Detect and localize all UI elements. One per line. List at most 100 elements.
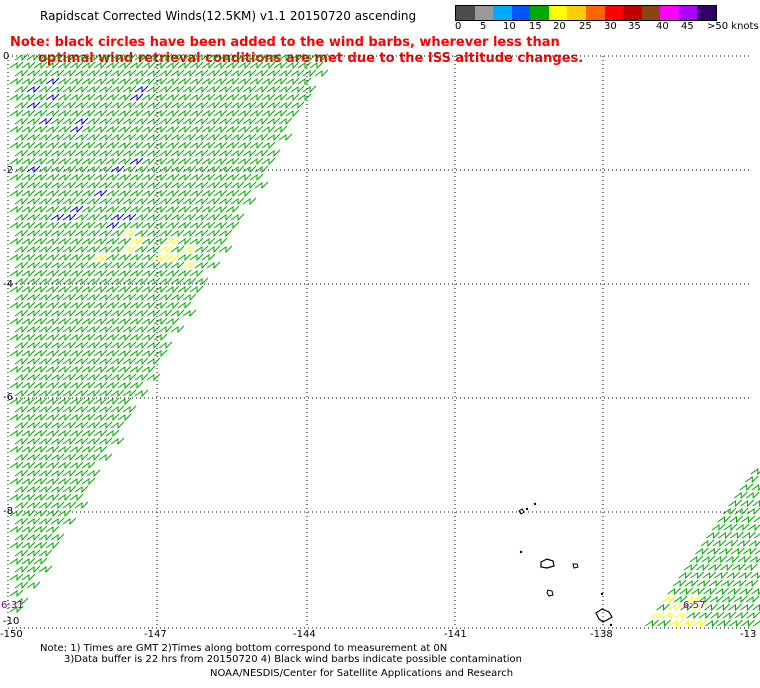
wind-barb bbox=[26, 405, 41, 414]
wind-barb bbox=[201, 205, 216, 214]
lon-label-minus-135: -13 bbox=[740, 629, 757, 640]
wind-barb bbox=[153, 285, 168, 294]
wind-barb bbox=[218, 229, 233, 238]
wind-barb bbox=[714, 571, 729, 580]
wind-barb bbox=[50, 229, 65, 238]
wind-barb bbox=[158, 277, 173, 286]
wind-barb bbox=[273, 109, 288, 118]
wind-barb bbox=[62, 389, 77, 398]
wind-barb bbox=[261, 61, 276, 70]
wind-barb bbox=[14, 85, 29, 94]
wind-barb bbox=[98, 277, 113, 286]
wind-barb bbox=[146, 261, 161, 270]
wind-barb bbox=[98, 405, 113, 414]
wind-barb bbox=[21, 365, 36, 374]
wind-barb bbox=[153, 109, 168, 118]
wind-barb bbox=[182, 117, 197, 126]
wind-barb bbox=[62, 69, 77, 78]
wind-barb bbox=[33, 109, 48, 118]
wind-barb bbox=[110, 389, 125, 398]
legend-swatch bbox=[511, 6, 531, 20]
wind-barb bbox=[50, 421, 65, 430]
wind-barb bbox=[719, 547, 733, 556]
wind-barb bbox=[194, 197, 209, 206]
wind-barb bbox=[177, 221, 192, 230]
wind-barb bbox=[21, 333, 36, 342]
wind-barb bbox=[105, 413, 120, 422]
wind-barb bbox=[182, 277, 197, 286]
wind-barb bbox=[740, 603, 754, 612]
wind-barb bbox=[146, 277, 161, 286]
wind-barb bbox=[158, 213, 173, 222]
wind-barb bbox=[158, 229, 173, 238]
wind-barb bbox=[194, 261, 209, 270]
wind-barb bbox=[170, 181, 185, 190]
lon-label-minus-141: -141 bbox=[444, 629, 467, 640]
wind-barb bbox=[158, 245, 173, 254]
wind-barb bbox=[743, 563, 758, 572]
wind-barb bbox=[177, 125, 192, 134]
wind-barb bbox=[45, 461, 60, 470]
wind-barb bbox=[33, 301, 48, 310]
wind-barb bbox=[45, 269, 60, 278]
wind-barb bbox=[45, 61, 60, 70]
wind-barb bbox=[69, 205, 84, 214]
wind-barb bbox=[129, 269, 144, 278]
wind-barb bbox=[57, 61, 72, 70]
wind-barb bbox=[693, 619, 707, 628]
legend-swatch bbox=[456, 6, 475, 20]
wind-barb bbox=[98, 437, 113, 446]
wind-barb bbox=[105, 333, 120, 342]
lon-label-minus-147: -147 bbox=[144, 629, 167, 640]
wind-barb bbox=[194, 277, 209, 286]
wind-barb bbox=[9, 413, 24, 422]
island-dot bbox=[600, 592, 604, 596]
wind-barb bbox=[81, 477, 96, 486]
wind-barb bbox=[81, 413, 96, 422]
wind-barb bbox=[225, 93, 240, 102]
wind-barb bbox=[706, 531, 720, 540]
wind-barb bbox=[177, 61, 192, 70]
wind-barb bbox=[153, 301, 168, 310]
wind-barb bbox=[182, 149, 197, 158]
wind-barb bbox=[206, 245, 221, 254]
wind-barb bbox=[50, 69, 65, 78]
wind-barb bbox=[122, 229, 137, 238]
wind-barb bbox=[93, 429, 108, 438]
wind-barb bbox=[707, 547, 721, 556]
wind-barb bbox=[81, 349, 96, 358]
wind-barb bbox=[755, 550, 760, 555]
wind-barb bbox=[737, 555, 752, 564]
wind-barb bbox=[206, 85, 221, 94]
wind-barb bbox=[74, 485, 89, 494]
wind-barb bbox=[86, 85, 101, 94]
wind-barb bbox=[110, 421, 125, 430]
wind-barb bbox=[57, 397, 72, 406]
wind-barb bbox=[182, 69, 197, 78]
wind-barb bbox=[692, 603, 706, 612]
wind-barb bbox=[26, 261, 41, 270]
wind-barb bbox=[81, 109, 96, 118]
wind-barb bbox=[117, 173, 132, 182]
wind-barb bbox=[697, 595, 712, 604]
wind-barb bbox=[69, 477, 84, 486]
wind-barb bbox=[74, 469, 89, 478]
wind-barb bbox=[74, 197, 89, 206]
wind-barb bbox=[213, 189, 228, 198]
wind-barb bbox=[74, 149, 89, 158]
wind-barb bbox=[165, 157, 180, 166]
legend-swatch bbox=[660, 6, 679, 20]
wind-barb bbox=[117, 77, 132, 86]
wind-barb bbox=[69, 333, 84, 342]
wind-barb bbox=[182, 293, 197, 302]
wind-barb bbox=[153, 61, 168, 70]
wind-barb bbox=[26, 437, 41, 446]
wind-barb bbox=[170, 117, 185, 126]
wind-barb bbox=[81, 221, 96, 230]
wind-barb bbox=[249, 77, 264, 86]
wind-barb bbox=[266, 85, 281, 94]
wind-barb bbox=[261, 157, 276, 166]
wind-barb bbox=[98, 69, 113, 78]
wind-barb bbox=[38, 389, 53, 398]
wind-barb bbox=[105, 381, 120, 390]
